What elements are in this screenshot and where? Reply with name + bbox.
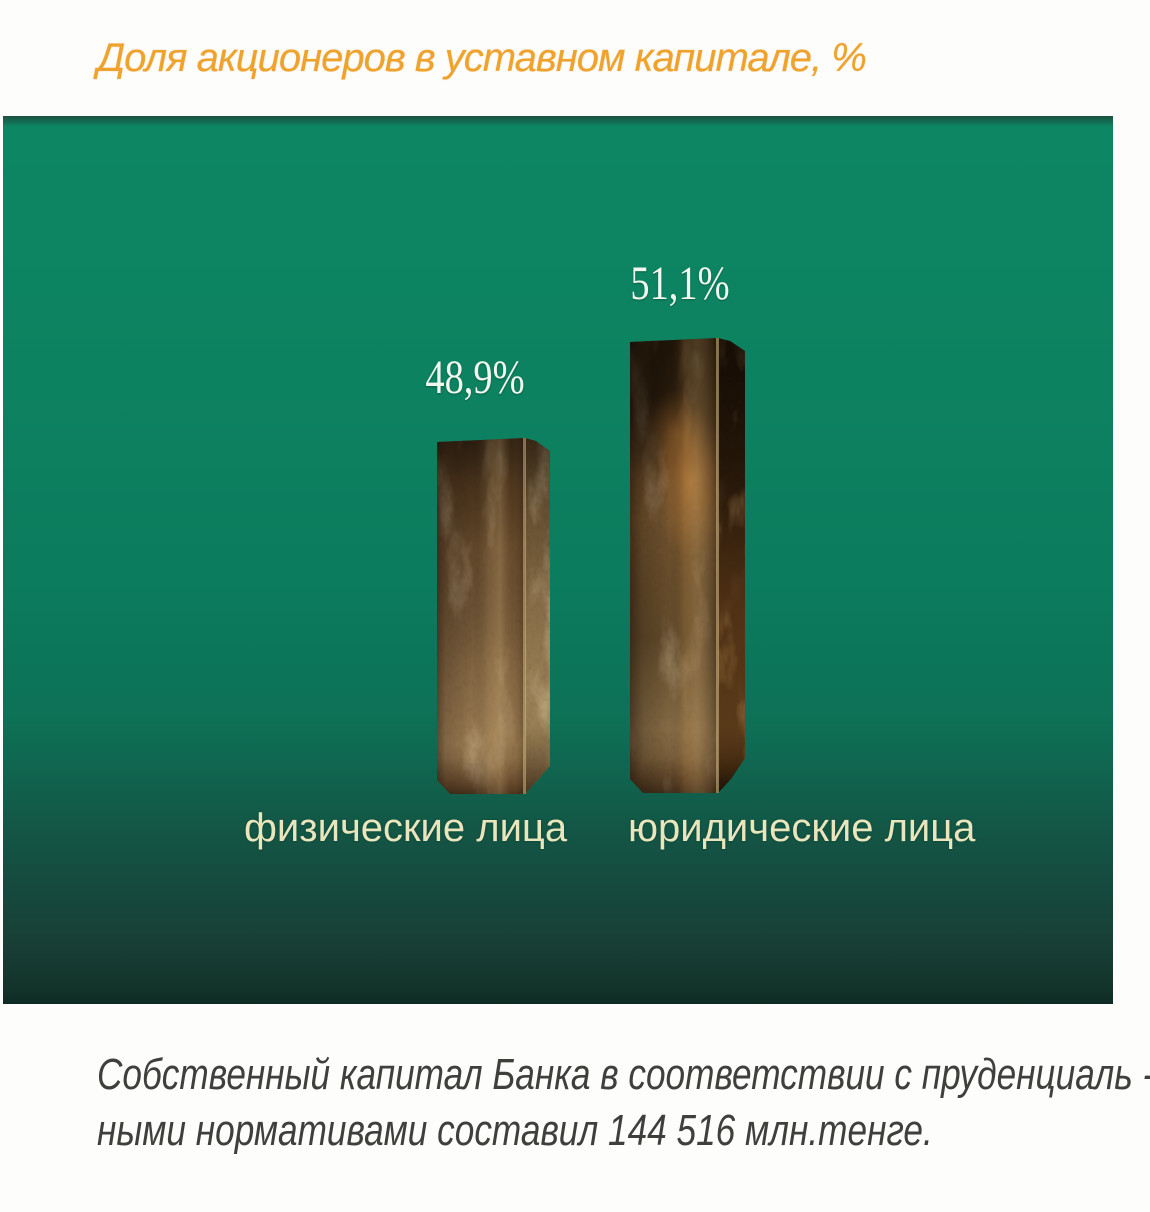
bar-individuals xyxy=(437,438,550,794)
value-label-legal-entities: 51,1% xyxy=(630,257,730,310)
value-label-individuals: 48,9% xyxy=(425,351,525,404)
chart-panel: 48,9% 51,1% физические лица юридические … xyxy=(3,116,1113,1004)
category-label-legal-entities: юридические лица xyxy=(628,806,976,850)
bar-legal-entities xyxy=(630,338,745,793)
page-title: Доля акционеров в уставном капитале, % xyxy=(97,36,867,80)
caption-line-2: ными нормативами составил 144 516 млн.те… xyxy=(97,1106,933,1155)
caption-line-1: Собственный капитал Банка в соответствии… xyxy=(97,1050,1150,1099)
category-label-individuals: физические лица xyxy=(244,806,568,850)
